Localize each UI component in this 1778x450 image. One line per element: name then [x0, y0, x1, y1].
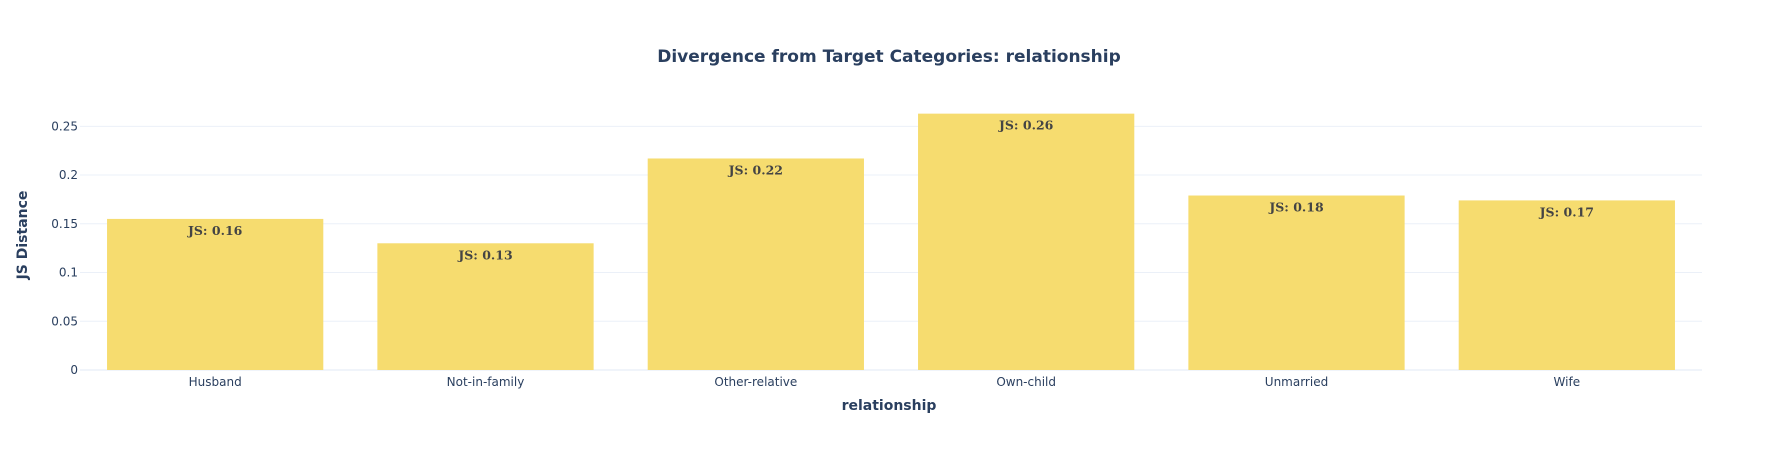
bar-other-relative: [647, 158, 864, 370]
bar-data-label: JS: 0.26: [998, 118, 1054, 133]
x-tick-label: Husband: [189, 375, 242, 389]
bar-own-child: [918, 113, 1135, 370]
chart-title: Divergence from Target Categories: relat…: [657, 47, 1121, 67]
x-tick-label: Not-in-family: [447, 375, 525, 389]
bar-data-label: JS: 0.17: [1539, 204, 1594, 219]
y-axis-ticks: 0 0.05 0.1 0.15 0.2 0.25: [51, 119, 78, 377]
bar-data-label: JS: 0.22: [728, 162, 783, 177]
gridlines: [80, 125, 1702, 371]
x-tick-label: Unmarried: [1265, 375, 1328, 389]
y-tick-label: 0.2: [59, 168, 78, 182]
bars: JS: 0.16 JS: 0.13 JS: 0.22 JS: 0.26 JS: 0.18…: [107, 113, 1675, 370]
bar-unmarried: [1188, 195, 1405, 370]
bar-not-in-family: [377, 243, 594, 370]
x-tick-label: Other-relative: [714, 375, 797, 389]
x-axis-ticks: Husband Not-in-family Other-relative Own-ch…: [189, 375, 1580, 389]
y-tick-label: 0.15: [51, 217, 78, 231]
y-tick-label: 0.05: [51, 314, 78, 328]
x-tick-label: Wife: [1554, 375, 1581, 389]
x-axis-title: relationship: [842, 398, 937, 414]
bar-data-label: JS: 0.18: [1268, 200, 1324, 215]
bar-data-label: JS: 0.16: [187, 223, 243, 238]
bar-husband: [107, 218, 324, 370]
x-tick-label: Own-child: [996, 375, 1056, 389]
y-tick-label: 0: [70, 363, 78, 377]
bar-wife: [1458, 200, 1675, 370]
y-tick-label: 0.25: [51, 119, 78, 133]
bar-data-label: JS: 0.13: [457, 247, 512, 262]
y-tick-label: 0.1: [59, 266, 78, 280]
y-axis-title: JS Distance: [15, 191, 31, 281]
